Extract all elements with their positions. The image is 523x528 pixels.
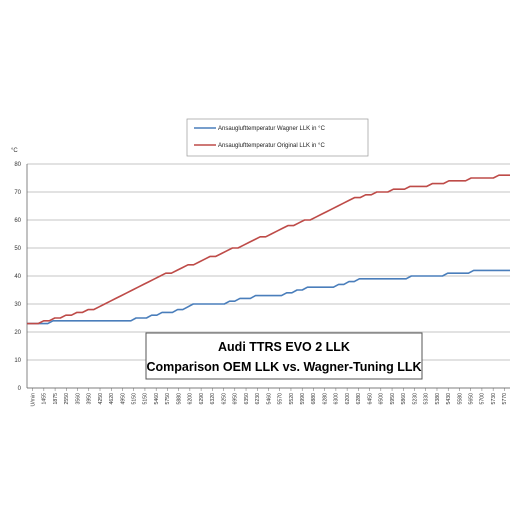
- x-tick-label: 5460: [154, 393, 160, 405]
- legend: Ansauglufttemperatur Wagner LLK in °C An…: [186, 118, 369, 157]
- y-tick-label: 30: [14, 302, 21, 308]
- x-tick-label: 5330: [424, 393, 430, 405]
- y-tick-label: 60: [14, 218, 21, 224]
- x-tick-label: 6280: [356, 393, 362, 405]
- x-tick-label: 6320: [210, 393, 216, 405]
- x-tick-label: 6200: [345, 393, 351, 405]
- x-tick-label: 5430: [446, 393, 452, 405]
- x-tick-label: 6450: [367, 393, 373, 405]
- x-tick-label: 2550: [64, 393, 70, 405]
- x-tick-label: 5950: [390, 393, 396, 405]
- y-axis-unit: °C: [11, 148, 18, 154]
- x-tick-label: 6880: [311, 393, 317, 405]
- x-tick-label: 4950: [120, 393, 126, 405]
- legend-box: [186, 118, 369, 157]
- y-tick-label: 10: [14, 358, 21, 364]
- x-tick-label: 5990: [300, 393, 306, 405]
- x-tick-label: 5150: [132, 393, 138, 405]
- x-tick-label: 5880: [176, 393, 182, 405]
- chart-subtitle: Comparison OEM LLK vs. Wagner-Tuning LLK: [147, 360, 422, 374]
- x-tick-label: 3950: [87, 393, 93, 405]
- x-tick-label: 5650: [468, 393, 474, 405]
- x-tick-label: 5750: [165, 393, 171, 405]
- y-tick-label: 40: [14, 274, 21, 280]
- x-tick-label: 5570: [278, 393, 284, 405]
- x-tick-label: U/min: [30, 393, 36, 407]
- x-tick-label: 5700: [480, 393, 486, 405]
- x-tick-label: 1455: [42, 393, 48, 405]
- x-tick-label: 6250: [221, 393, 227, 405]
- x-tick-label: 6280: [322, 393, 328, 405]
- x-tick-label: 6350: [244, 393, 250, 405]
- x-tick-label: 5580: [457, 393, 463, 405]
- x-tick-label: 4620: [109, 393, 115, 405]
- gridlines: [27, 163, 510, 389]
- x-tick-label: 5770: [502, 393, 508, 405]
- chart-title-box: Audi TTRS EVO 2 LLK Comparison OEM LLK v…: [145, 332, 423, 380]
- x-tick-label: 6230: [255, 393, 261, 405]
- title-box-border: [145, 332, 423, 380]
- x-tick-label: 5730: [491, 393, 497, 405]
- y-tick-label: 80: [14, 162, 21, 168]
- x-tick-label: 6200: [188, 393, 194, 405]
- chart-title: Audi TTRS EVO 2 LLK: [218, 340, 350, 354]
- x-tick-label: 6300: [334, 393, 340, 405]
- y-tick-label: 50: [14, 246, 21, 252]
- x-tick-label: 1875: [53, 393, 59, 405]
- y-tick-labels: 0 10 20 30 40 50 60 70 80: [14, 162, 21, 392]
- series-line-original: [27, 174, 510, 325]
- x-tick-label: 5860: [401, 393, 407, 405]
- x-tick-label: 6290: [199, 393, 205, 405]
- y-tick-label: 20: [14, 330, 21, 336]
- x-tick-label: 5520: [289, 393, 295, 405]
- legend-label-original: Ansauglufttemperatur Original LLK in °C: [218, 143, 325, 149]
- x-tick-label: 6500: [379, 393, 385, 405]
- y-tick-label: 70: [14, 190, 21, 196]
- x-tick-labels: U/min 1455 1875 2550 3560 3950 4250 4620 4950 515…: [30, 388, 508, 407]
- x-tick-label: 5230: [412, 393, 418, 405]
- x-tick-label: 6950: [233, 393, 239, 405]
- x-tick-label: 5460: [266, 393, 272, 405]
- x-tick-label: 5150: [143, 393, 149, 405]
- series-line-wagner: [27, 269, 510, 325]
- x-tick-label: 4250: [98, 393, 104, 405]
- y-tick-label: 0: [18, 386, 22, 392]
- x-tick-label: 3560: [75, 393, 81, 405]
- x-tick-label: 5380: [435, 393, 441, 405]
- legend-label-wagner: Ansauglufttemperatur Wagner LLK in °C: [218, 126, 326, 132]
- series-lines: [27, 174, 510, 325]
